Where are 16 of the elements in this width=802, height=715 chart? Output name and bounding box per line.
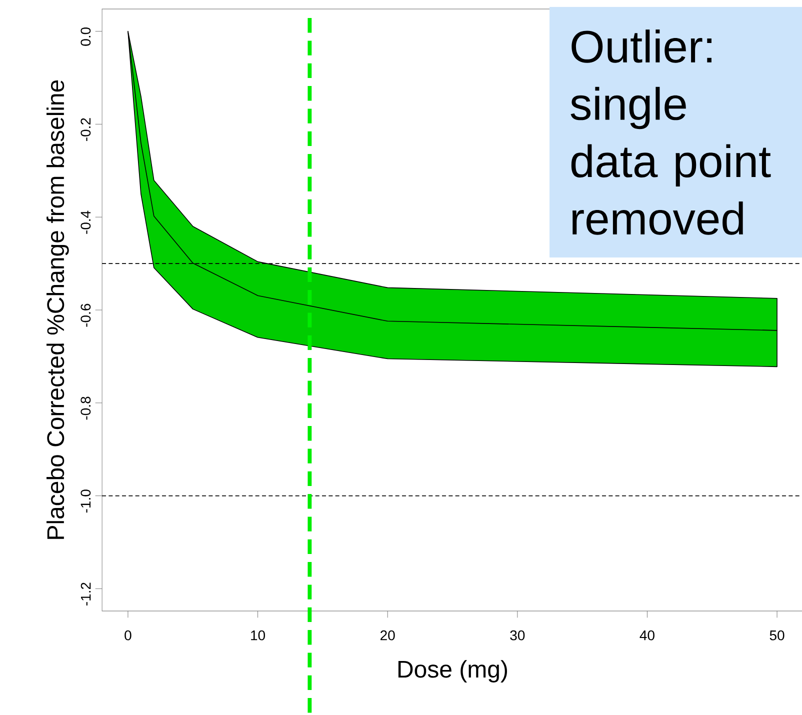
x-tick-label: 30 <box>510 630 525 640</box>
y-tick-label: -1.0 <box>80 490 91 513</box>
x-tick-label: 20 <box>380 630 395 640</box>
x-tick-label: 40 <box>640 630 654 640</box>
x-tick-label: 50 <box>770 630 784 640</box>
x-tick-label: 0 <box>124 630 132 640</box>
y-tick-label: -0.4 <box>80 210 91 234</box>
x-tick-label: 10 <box>251 630 266 640</box>
y-tick-label: -0.2 <box>80 118 91 141</box>
y-tick-label: 0.0 <box>80 27 91 46</box>
y-tick-label: -0.8 <box>80 396 91 420</box>
annotation: Outlier: single data point removed <box>570 30 771 235</box>
y-tick-label: -0.6 <box>80 304 91 327</box>
x-axis-title: Dose (mg) <box>398 660 507 682</box>
y-axis-title: Placebo Corrected %Change from baseline <box>46 80 69 539</box>
y-tick-label: -1.2 <box>80 582 91 606</box>
